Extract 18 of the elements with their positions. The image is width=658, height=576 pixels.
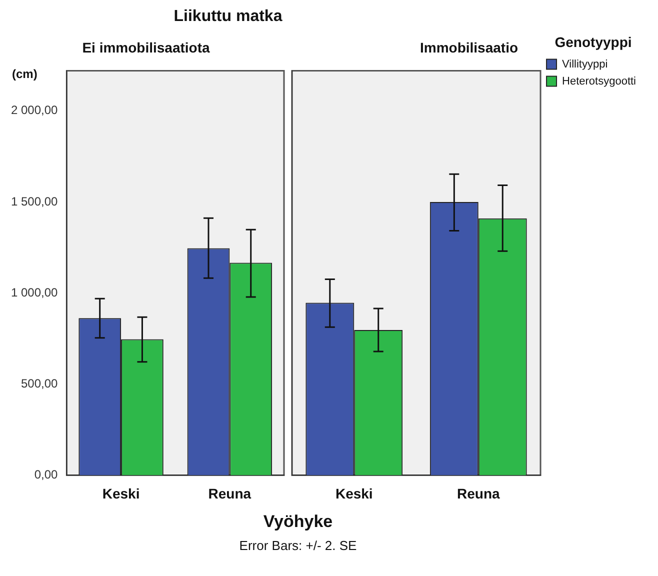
- text: Error Bars: +/- 2. SE: [238, 538, 358, 553]
- y-tick-label: 0,00: [34, 468, 58, 482]
- y-tick-label: 500,00: [21, 376, 58, 390]
- x-axis-title: Vyöhyke: [262, 512, 334, 532]
- legend-title: Genotyyppi: [554, 34, 632, 50]
- y-tick-label: 2 000,00: [10, 103, 58, 118]
- chart-subtitle: Immobilisaatio: [420, 39, 518, 56]
- x-tick-label: Reuna: [456, 485, 500, 502]
- legend-label: Villityyppi: [562, 58, 608, 70]
- y-axis-title: (cm): [12, 67, 38, 82]
- x-tick-label: Keski: [102, 485, 140, 502]
- y-tick-label: 1 500,00: [10, 194, 58, 208]
- y-tick-label: 1 000,00: [10, 285, 58, 300]
- chart-subtitle: Ei immobilisaatiota: [82, 39, 210, 56]
- chart-title: Liikuttu matka: [172, 8, 284, 27]
- x-tick-label: Keski: [335, 485, 373, 502]
- x-tick-label: Reuna: [208, 485, 252, 502]
- legend-label: Heterotsygootti: [562, 75, 636, 88]
